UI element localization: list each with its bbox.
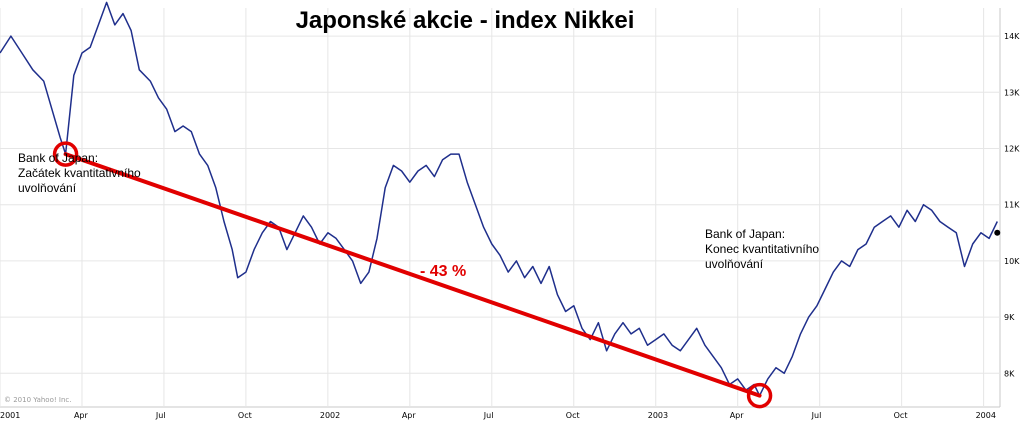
- x-tick-label: Jul: [811, 411, 822, 420]
- y-tick-label: 9K: [1004, 313, 1015, 322]
- x-tick-label: 2002: [320, 411, 340, 420]
- chart-title: Japonské akcie - index Nikkei: [296, 7, 635, 34]
- x-tick-label: 2004: [976, 411, 996, 420]
- x-tick-label: Jul: [483, 411, 494, 420]
- annotation-end: Bank of Japan: Konec kvantitativního uvo…: [705, 227, 819, 271]
- y-axis-ticks: 8K 9K 10K 11K 12K 13K 14K: [1004, 32, 1020, 378]
- x-tick-label: 2001: [0, 411, 20, 420]
- annotation-start-line-2: Začátek kvantitativního: [18, 166, 141, 180]
- annotation-end-line-1: Bank of Japan:: [705, 227, 785, 241]
- annotation-start: Bank of Japan: Začátek kvantitativního u…: [18, 151, 141, 195]
- x-tick-label: Apr: [730, 411, 745, 420]
- copyright-credit: © 2010 Yahoo! Inc.: [4, 396, 71, 404]
- annotation-start-line-3: uvolňování: [18, 181, 77, 195]
- grid: [0, 8, 1001, 408]
- y-tick-label: 12K: [1004, 144, 1020, 153]
- x-tick-label: Oct: [238, 411, 252, 420]
- annotation-end-line-2: Konec kvantitativního: [705, 242, 819, 256]
- x-tick-label: Oct: [894, 411, 908, 420]
- y-tick-label: 11K: [1004, 201, 1020, 210]
- annotation-start-line-1: Bank of Japan:: [18, 151, 98, 165]
- end-marker-circle: [746, 382, 773, 409]
- x-axis-ticks: 2001 Apr Jul Oct 2002 Apr Jul Oct 2003 Apr Jul Oct 2…: [0, 411, 996, 420]
- y-tick-label: 10K: [1004, 257, 1020, 266]
- x-tick-label: 2003: [648, 411, 668, 420]
- y-tick-label: 8K: [1004, 369, 1015, 378]
- last-value-dot: [994, 229, 1001, 236]
- trend-line: [63, 152, 762, 398]
- x-tick-label: Apr: [402, 411, 417, 420]
- y-tick-label: 13K: [1004, 88, 1020, 97]
- annotation-end-line-3: uvolňování: [705, 257, 764, 271]
- x-tick-label: Oct: [566, 411, 580, 420]
- x-tick-label: Apr: [74, 411, 89, 420]
- decline-label: - 43 %: [420, 263, 466, 280]
- x-tick-label: Jul: [155, 411, 166, 420]
- nikkei-series-line: [0, 1, 998, 397]
- start-marker-circle: [52, 141, 79, 167]
- y-tick-label: 14K: [1004, 32, 1020, 41]
